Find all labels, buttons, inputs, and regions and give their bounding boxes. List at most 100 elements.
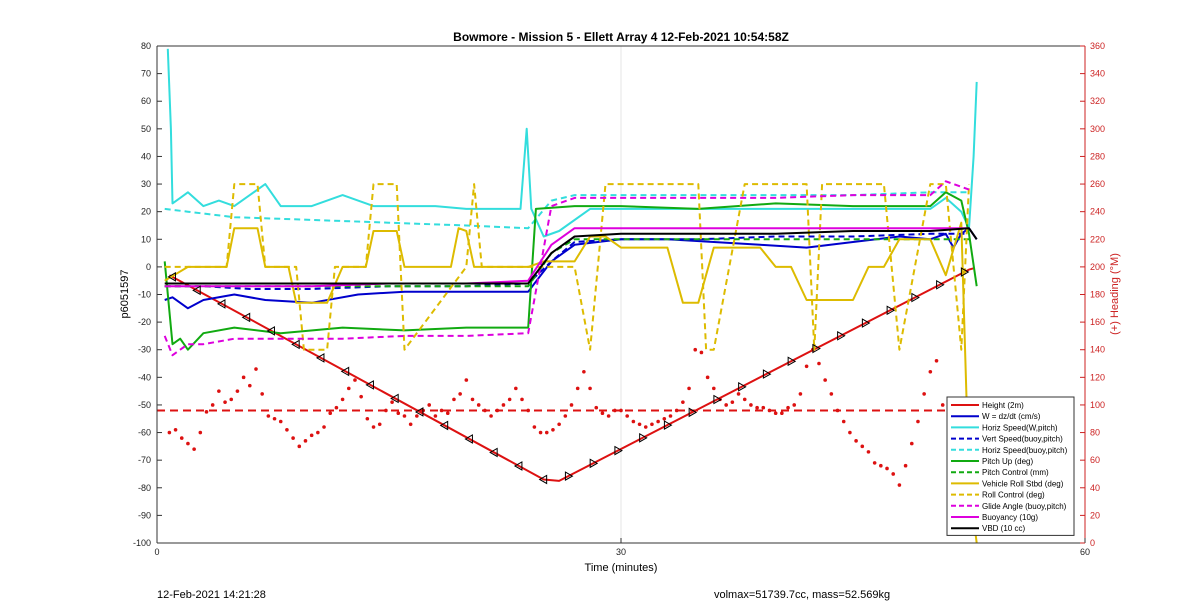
y2-axis-label: (+) Heading (°M) <box>1109 253 1121 335</box>
heading-point <box>507 397 512 402</box>
heading-point <box>916 419 920 424</box>
heading-point <box>186 441 190 446</box>
y-tick-label: -100 <box>133 538 151 548</box>
heading-point <box>396 411 401 416</box>
legend-label: Horiz Speed(W,pitch) <box>982 423 1058 432</box>
legend-label: Vehicle Roll Stbd (deg) <box>982 479 1064 488</box>
height-marker <box>291 339 300 350</box>
heading-point <box>408 422 413 427</box>
height-marker <box>614 445 623 456</box>
height-marker <box>439 420 449 431</box>
heading-point <box>786 405 790 410</box>
heading-point <box>662 416 667 421</box>
heading-point <box>940 403 945 407</box>
height-marker <box>340 366 350 377</box>
heading-point <box>594 405 599 410</box>
heading-point <box>278 419 283 424</box>
heading-point <box>167 430 172 435</box>
heading-point <box>526 408 530 413</box>
y2-tick-label: 100 <box>1090 400 1105 410</box>
x-axis-label: Time (minutes) <box>585 562 658 574</box>
y2-tick-label: 40 <box>1090 483 1100 493</box>
heading-point <box>458 392 462 396</box>
y-tick-label: 10 <box>141 234 151 244</box>
series-line-4 <box>164 191 969 230</box>
heading-point <box>613 408 617 413</box>
series-line-0 <box>168 267 974 482</box>
heading-point <box>173 427 178 432</box>
height-marker <box>513 461 523 471</box>
height-marker <box>192 285 201 296</box>
heading-point <box>792 403 797 407</box>
height-marker <box>489 447 498 458</box>
height-marker <box>167 271 176 282</box>
height-marker <box>812 343 821 354</box>
y-tick-label: -80 <box>138 483 151 493</box>
y2-tick-label: 340 <box>1090 69 1105 79</box>
legend-label: Height (2m) <box>982 401 1024 410</box>
heading-point <box>551 427 555 432</box>
height-marker <box>266 326 275 336</box>
footer-timestamp: 12-Feb-2021 14:21:28 <box>157 589 266 601</box>
y2-tick-label: 200 <box>1090 262 1105 272</box>
heading-point <box>303 439 308 443</box>
heading-point <box>631 419 636 424</box>
heading-point <box>384 408 388 413</box>
y2-tick-label: 240 <box>1090 207 1105 217</box>
height-marker <box>390 393 399 404</box>
heading-point <box>433 414 438 418</box>
heading-point <box>742 397 747 402</box>
heading-point <box>749 403 753 407</box>
heading-point <box>600 411 605 416</box>
y2-tick-label: 120 <box>1090 372 1105 382</box>
heading-point <box>495 408 500 413</box>
heading-point <box>928 370 933 374</box>
heading-point <box>922 392 926 396</box>
heading-point <box>377 422 382 427</box>
height-marker <box>861 318 871 328</box>
heading-point <box>656 419 660 424</box>
heading-point <box>835 408 840 413</box>
heading-point <box>415 414 419 418</box>
heading-point <box>650 422 654 427</box>
height-marker <box>688 407 698 418</box>
y2-tick-label: 280 <box>1090 151 1105 161</box>
heading-point <box>897 483 902 487</box>
heading-point <box>817 361 821 366</box>
height-marker <box>762 369 772 379</box>
heading-point <box>885 466 889 471</box>
height-marker <box>414 407 424 417</box>
heading-point <box>767 408 772 413</box>
heading-point <box>755 405 759 410</box>
heading-point <box>445 411 450 416</box>
heading-point <box>687 386 691 391</box>
legend-label: Pitch Up (deg) <box>982 457 1033 466</box>
legend-label: VBD (10 cc) <box>982 524 1025 533</box>
y-axis-label: p6051597 <box>119 270 131 319</box>
heading-point <box>854 439 858 443</box>
heading-point <box>501 403 506 407</box>
series-line-11 <box>164 227 978 285</box>
heading-point <box>860 444 865 449</box>
heading-point <box>866 450 871 454</box>
height-marker <box>464 434 473 444</box>
height-marker <box>639 432 648 443</box>
heading-point <box>804 364 809 369</box>
heading-point <box>575 386 580 391</box>
heading-point <box>637 422 642 427</box>
series-group <box>157 48 978 544</box>
heading-point <box>823 378 827 382</box>
y-tick-label: 50 <box>141 124 151 134</box>
x-tick-label: 0 <box>154 547 159 557</box>
heading-point <box>582 370 586 374</box>
heading-point <box>371 425 376 429</box>
heading-point <box>285 427 289 432</box>
series-line-8 <box>164 183 970 351</box>
heading-point <box>235 389 240 393</box>
heading-point <box>316 430 320 435</box>
heading-point <box>841 419 846 424</box>
heading-point <box>879 463 883 468</box>
height-marker <box>936 279 945 290</box>
y-tick-label: -20 <box>138 317 151 327</box>
heading-point <box>872 461 877 465</box>
